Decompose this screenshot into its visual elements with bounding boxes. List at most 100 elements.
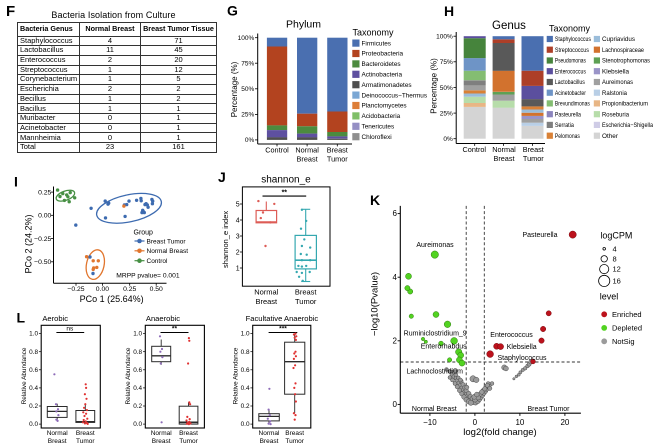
svg-text:J: J [218,169,226,185]
svg-text:Breast: Breast [295,288,318,297]
svg-text:0.0: 0.0 [241,421,250,428]
svg-text:25%: 25% [440,110,453,117]
svg-text:0.2: 0.2 [241,403,250,410]
svg-text:MRPP pvalue= 0.001: MRPP pvalue= 0.001 [116,272,180,279]
svg-text:Normal: Normal [254,288,279,297]
svg-text:I: I [14,174,18,190]
svg-text:Aureimonas: Aureimonas [602,79,633,86]
svg-text:5: 5 [236,201,240,208]
svg-text:Breast Tumor: Breast Tumor [527,406,570,413]
svg-text:Tumor: Tumor [523,154,544,163]
svg-text:0.6: 0.6 [29,367,38,374]
svg-text:Brevundimonas: Brevundimonas [555,101,590,108]
svg-text:Group: Group [134,229,154,236]
svg-text:PCo 1 (25.64%): PCo 1 (25.64%) [80,294,144,304]
svg-text:Tumor: Tumor [76,438,95,444]
svg-text:75%: 75% [241,61,254,68]
svg-text:1.0: 1.0 [29,331,38,338]
svg-text:log2(fold change): log2(fold change) [463,427,536,438]
svg-text:Control: Control [147,258,169,265]
svg-text:Percentage (%): Percentage (%) [230,61,239,117]
svg-text:Facultative Anaerobic: Facultative Anaerobic [246,314,319,323]
svg-text:Staphylococcus: Staphylococcus [497,355,547,362]
svg-text:H: H [444,3,454,19]
svg-text:1: 1 [236,265,240,272]
svg-text:4: 4 [236,217,240,224]
svg-text:Normal: Normal [259,430,281,437]
svg-text:Enterococcus: Enterococcus [490,332,533,339]
svg-text:0.25: 0.25 [123,286,136,293]
svg-text:4: 4 [613,244,617,253]
svg-text:4: 4 [393,273,398,282]
svg-text:Aureimonas: Aureimonas [416,242,454,249]
svg-text:level: level [600,292,619,302]
svg-text:Deinococcus−Thermus: Deinococcus−Thermus [362,92,428,99]
svg-text:Normal: Normal [47,430,69,437]
svg-text:8: 8 [613,254,617,263]
svg-text:Cupriavidus: Cupriavidus [602,36,635,43]
svg-text:Serratia: Serratia [555,122,574,129]
svg-text:Stenotrophomonas: Stenotrophomonas [602,58,650,65]
svg-text:PCo 2 (24.2%): PCo 2 (24.2%) [24,214,34,273]
svg-text:Breast: Breast [76,430,95,437]
svg-text:0.00: 0.00 [38,213,51,220]
svg-text:G: G [227,2,238,18]
svg-text:Percentage (%): Percentage (%) [430,58,439,114]
svg-text:Pasteurella: Pasteurella [522,232,557,239]
svg-text:0: 0 [473,418,478,427]
svg-text:Breast: Breast [260,438,279,444]
svg-text:Lactobacillus: Lactobacillus [555,79,585,86]
svg-text:L: L [17,310,26,326]
svg-text:Tenericutes: Tenericutes [362,124,395,131]
svg-text:0.2: 0.2 [133,403,142,410]
svg-text:0: 0 [393,400,398,409]
svg-text:0.8: 0.8 [241,349,250,356]
svg-text:Breast: Breast [179,430,198,437]
svg-text:shannon_e: shannon_e [261,175,311,186]
svg-text:**: ** [282,190,288,197]
svg-text:Control: Control [463,145,487,154]
svg-text:25%: 25% [241,112,254,119]
svg-text:Taxonomy: Taxonomy [549,23,591,33]
svg-text:10: 10 [515,418,524,427]
svg-text:12: 12 [613,265,621,274]
svg-text:Breast: Breast [493,154,514,163]
svg-text:Other: Other [602,133,618,140]
svg-text:−0.25: −0.25 [34,236,51,243]
svg-text:75%: 75% [440,59,453,66]
svg-text:Breast: Breast [285,430,304,437]
svg-text:Depleted: Depleted [612,323,642,332]
svg-text:Normal: Normal [151,430,173,437]
svg-text:Pasteurella: Pasteurella [555,111,581,118]
svg-text:Proteobacteria: Proteobacteria [362,51,404,58]
svg-text:Acinetobacter: Acinetobacter [555,90,586,97]
svg-text:logCPM: logCPM [600,231,632,241]
svg-text:0.0: 0.0 [133,421,142,428]
svg-text:Chloroflexi: Chloroflexi [362,134,392,141]
svg-text:Normal Breast: Normal Breast [147,248,189,255]
svg-text:Breast: Breast [327,145,348,154]
svg-text:0.8: 0.8 [29,349,38,356]
svg-text:Enriched: Enriched [612,310,642,319]
svg-text:50%: 50% [440,85,453,92]
svg-text:Escherichia−Shigella: Escherichia−Shigella [602,122,653,129]
svg-text:0.6: 0.6 [241,367,250,374]
svg-text:2: 2 [236,249,240,256]
svg-text:Enterococcus: Enterococcus [555,68,586,75]
svg-text:Relative Abundance: Relative Abundance [21,347,28,404]
svg-text:0.4: 0.4 [29,385,38,392]
svg-text:Enterorhabdus: Enterorhabdus [421,343,467,350]
svg-text:Genus: Genus [492,20,526,32]
svg-text:Normal Breast: Normal Breast [412,406,457,413]
svg-text:Normal: Normal [492,145,516,154]
svg-text:Tumor: Tumor [295,297,317,306]
svg-text:Planctomycetes: Planctomycetes [362,103,407,110]
svg-text:Roseburia: Roseburia [602,111,630,118]
svg-text:Ruminiclostridium_9: Ruminiclostridium_9 [404,330,467,337]
svg-text:0.2: 0.2 [29,403,38,410]
svg-text:Control: Control [265,145,289,154]
svg-text:NotSig: NotSig [612,337,635,346]
svg-text:Firmicutes: Firmicutes [362,40,391,47]
svg-text:Phylum: Phylum [286,19,321,31]
svg-text:3: 3 [236,233,240,240]
